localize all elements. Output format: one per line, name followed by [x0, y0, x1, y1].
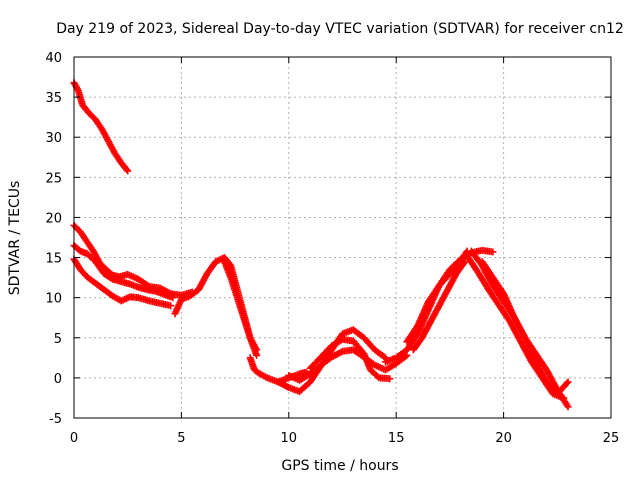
y-tick-label: -5 [49, 412, 62, 427]
y-tick-label: 5 [54, 332, 62, 347]
x-tick-label: 20 [495, 431, 512, 446]
data-point [374, 373, 382, 381]
data-point [460, 259, 468, 267]
data-points [70, 79, 572, 411]
series-arc-f [220, 258, 261, 359]
data-point [461, 258, 469, 266]
data-point [489, 248, 497, 256]
axis-ticks: 0 5 10 15 20 25 -5 0 5 10 15 20 25 30 35 40 [45, 51, 619, 446]
data-point [253, 351, 261, 359]
y-tick-label: 10 [45, 292, 62, 307]
data-point [564, 378, 572, 386]
y-tick-label: 20 [45, 211, 62, 226]
series-arc-m [409, 258, 469, 354]
x-tick-label: 25 [603, 431, 620, 446]
y-tick-label: 0 [54, 372, 62, 387]
y-tick-label: 15 [45, 252, 62, 267]
series-arc-c [70, 242, 177, 302]
data-point [124, 167, 132, 175]
data-point [123, 166, 131, 174]
y-axis-label: SDTVAR / TECUs [7, 181, 23, 296]
grid-lines [74, 57, 611, 418]
plot-border [73, 56, 612, 419]
series-arc-g [246, 354, 319, 386]
y-tick-label: 30 [45, 131, 62, 146]
series-arc-j [306, 335, 394, 383]
series-arc-l [403, 247, 471, 346]
data-point [167, 302, 175, 310]
data-point [563, 379, 571, 387]
x-axis-label: GPS time / hours [281, 458, 398, 474]
x-tick-label: 5 [177, 431, 185, 446]
chart-title: Day 219 of 2023, Sidereal Day-to-day VTE… [56, 21, 624, 37]
series-arc-p [478, 258, 572, 398]
x-tick-label: 10 [281, 431, 298, 446]
data-point [564, 403, 572, 411]
y-tick-label: 40 [45, 51, 62, 66]
x-tick-label: 0 [70, 431, 78, 446]
data-point [386, 375, 394, 383]
data-point [462, 249, 470, 257]
y-tick-label: 35 [45, 91, 62, 106]
data-point [107, 274, 115, 282]
x-tick-label: 15 [388, 431, 405, 446]
series-arc-a [70, 79, 132, 175]
y-tick-label: 25 [45, 171, 62, 186]
data-point [169, 294, 177, 302]
data-point [560, 394, 568, 402]
